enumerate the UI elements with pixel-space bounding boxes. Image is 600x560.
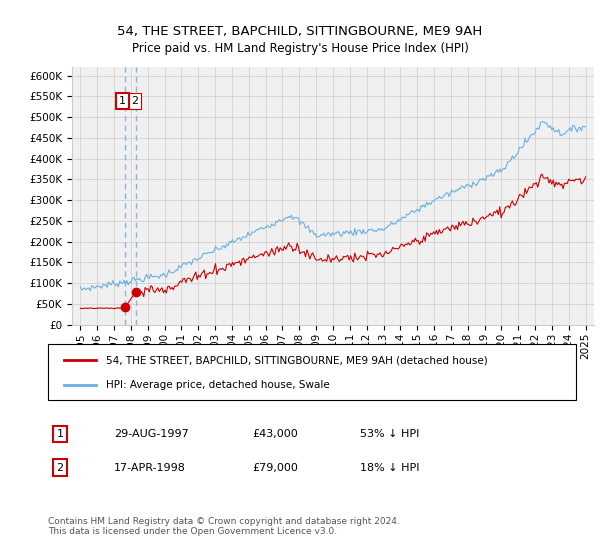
Text: £79,000: £79,000: [252, 463, 298, 473]
Text: 2: 2: [56, 463, 64, 473]
Text: £43,000: £43,000: [252, 429, 298, 439]
Text: 54, THE STREET, BAPCHILD, SITTINGBOURNE, ME9 9AH: 54, THE STREET, BAPCHILD, SITTINGBOURNE,…: [118, 25, 482, 38]
Text: HPI: Average price, detached house, Swale: HPI: Average price, detached house, Swal…: [106, 380, 330, 390]
FancyBboxPatch shape: [48, 344, 576, 400]
Text: 54, THE STREET, BAPCHILD, SITTINGBOURNE, ME9 9AH (detached house): 54, THE STREET, BAPCHILD, SITTINGBOURNE,…: [106, 355, 488, 365]
Text: 18% ↓ HPI: 18% ↓ HPI: [360, 463, 419, 473]
Text: Price paid vs. HM Land Registry's House Price Index (HPI): Price paid vs. HM Land Registry's House …: [131, 42, 469, 55]
Text: 17-APR-1998: 17-APR-1998: [114, 463, 186, 473]
Text: 2: 2: [131, 96, 139, 106]
Text: 29-AUG-1997: 29-AUG-1997: [114, 429, 189, 439]
Text: 1: 1: [119, 96, 126, 106]
Text: 1: 1: [56, 429, 64, 439]
Text: 53% ↓ HPI: 53% ↓ HPI: [360, 429, 419, 439]
Text: Contains HM Land Registry data © Crown copyright and database right 2024.
This d: Contains HM Land Registry data © Crown c…: [48, 517, 400, 536]
